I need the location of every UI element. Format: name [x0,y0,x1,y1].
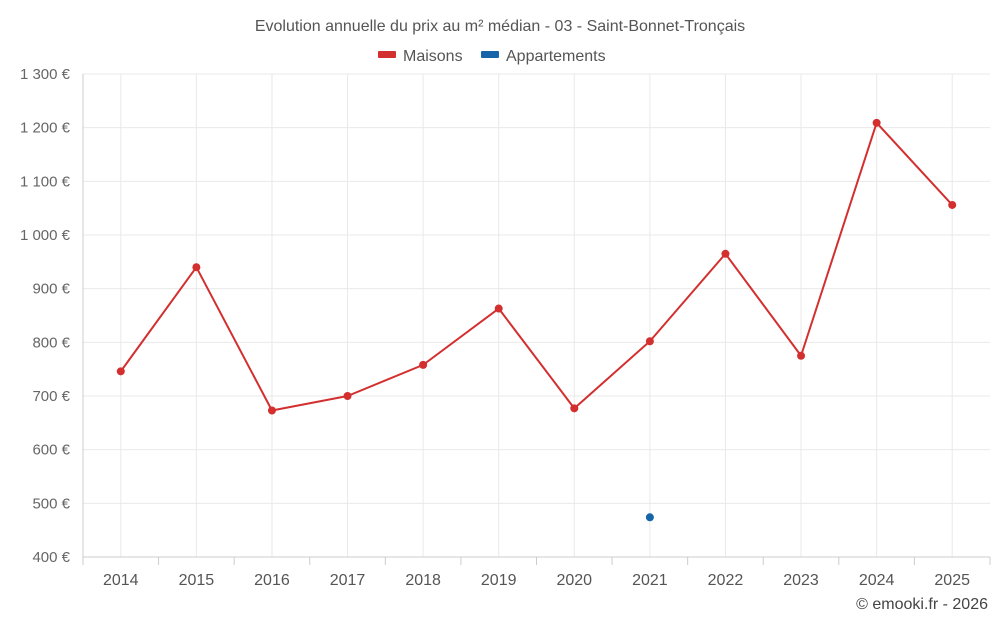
x-tick-label: 2025 [934,572,970,589]
x-tick-label: 2021 [632,572,668,589]
y-tick-label: 1 300 € [20,66,71,83]
data-point[interactable] [645,513,654,522]
y-tick-label: 600 € [32,442,70,459]
legend-item-appartements[interactable]: Appartements [481,48,606,65]
data-point[interactable] [872,118,881,127]
x-tick-label: 2020 [556,572,592,589]
y-tick-label: 700 € [32,388,70,405]
data-point[interactable] [570,404,579,413]
data-point[interactable] [948,200,957,209]
y-tick-label: 1 100 € [20,173,71,190]
x-tick-label: 2024 [859,572,895,589]
x-tick-label: 2017 [330,572,366,589]
legend-item-maisons[interactable]: Maisons [378,48,463,65]
y-tick-label: 900 € [32,281,70,298]
legend-swatch-appartements [481,51,499,58]
data-point[interactable] [116,367,125,376]
axes: 400 € 500 € 600 € 700 € 800 € 900 € 1 000 € 1 1… [20,66,991,589]
data-point[interactable] [721,249,730,258]
chart-title: Evolution annuelle du prix au m² médian … [255,18,745,35]
x-tick-label: 2016 [254,572,290,589]
data-point[interactable] [192,263,201,272]
x-tick-label: 2019 [481,572,517,589]
x-tick-label: 2015 [179,572,215,589]
y-tick-label: 400 € [32,549,70,566]
y-tick-label: 500 € [32,495,70,512]
series-appartements [645,513,654,522]
data-point[interactable] [419,360,428,369]
x-tick-label: 2018 [405,572,441,589]
y-tick-label: 800 € [32,334,70,351]
x-tick-label: 2014 [103,572,139,589]
series-line [119,121,953,412]
data-point[interactable] [797,351,806,360]
data-point[interactable] [494,304,503,313]
y-tick-label: 1 000 € [20,227,71,244]
grid [83,73,990,557]
x-tick-label: 2023 [783,572,819,589]
legend-swatch-maisons [378,51,396,58]
data-point[interactable] [267,406,276,415]
x-tick-label: 2022 [708,572,744,589]
legend-label-appartements: Appartements [506,48,606,65]
credit-text: © emooki.fr - 2026 [856,596,988,613]
data-point[interactable] [645,337,654,346]
series [116,118,957,522]
series-maisons [116,118,957,415]
legend-label-maisons: Maisons [403,48,463,65]
data-point[interactable] [343,392,352,400]
legend: Maisons Appartements [378,48,606,65]
y-tick-label: 1 200 € [20,120,71,137]
